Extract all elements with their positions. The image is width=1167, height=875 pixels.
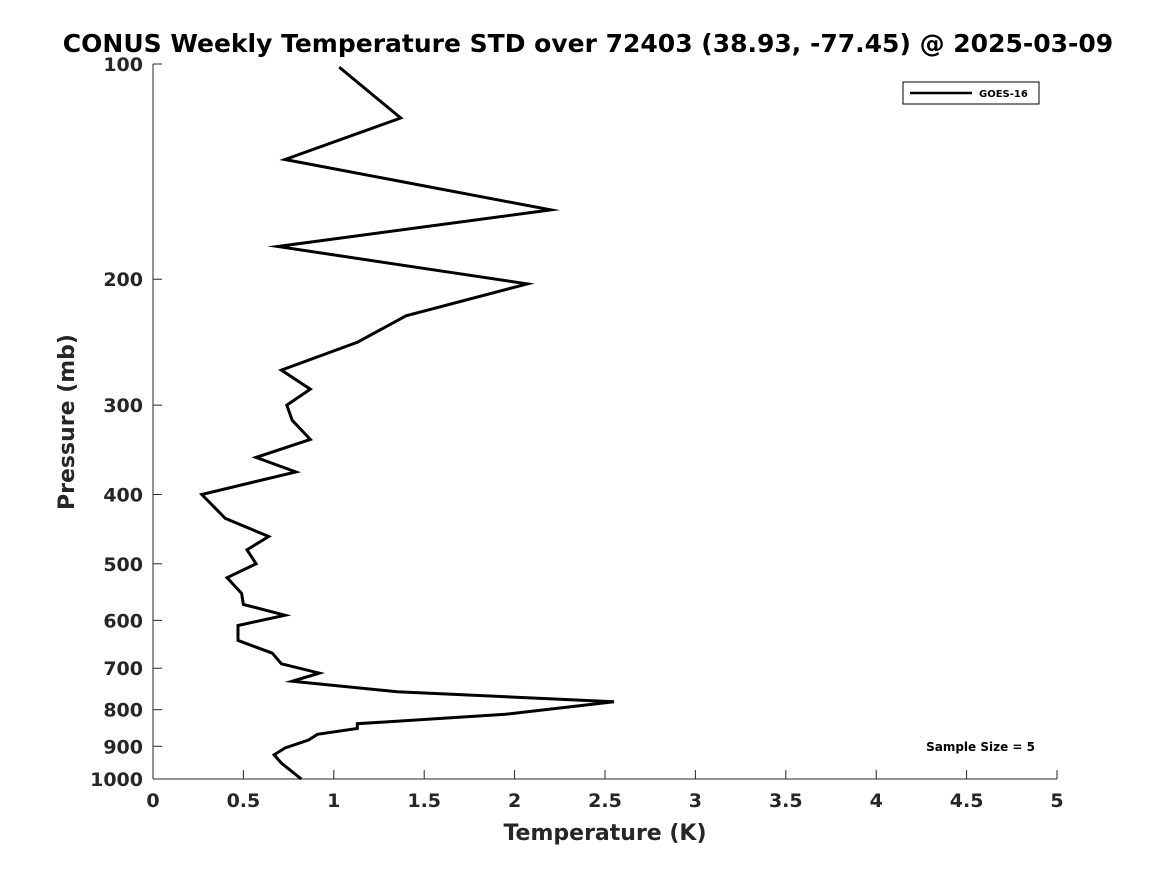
x-tick-label: 2.5 <box>588 790 622 812</box>
x-tick-label: 4.5 <box>950 790 984 812</box>
x-tick-label: 0.5 <box>227 790 261 812</box>
y-tick-label: 400 <box>103 484 143 506</box>
sample-size-annotation: Sample Size = 5 <box>926 740 1035 754</box>
x-tick-label: 3.5 <box>769 790 803 812</box>
y-tick-label: 200 <box>103 269 143 291</box>
y-tick-label: 600 <box>103 610 143 632</box>
y-tick-label: 500 <box>103 554 143 576</box>
y-tick-label: 300 <box>103 395 143 417</box>
y-axis-label: Pressure (mb) <box>55 334 80 510</box>
y-tick-label: 700 <box>103 658 143 680</box>
y-tick-label: 100 <box>103 54 143 76</box>
x-tick-label: 3 <box>689 790 702 812</box>
x-tick-label: 1 <box>327 790 340 812</box>
y-tick-label: 900 <box>103 736 143 758</box>
x-tick-label: 2 <box>508 790 521 812</box>
x-tick-label: 1.5 <box>407 790 441 812</box>
y-axis-ticks: 100 200 300 400 500 600 700 800 900 1000 <box>90 54 162 791</box>
x-tick-label: 5 <box>1050 790 1063 812</box>
series-line-1 <box>198 65 615 781</box>
x-axis-ticks: 0 0.5 1 1.5 2 2.5 3 3.5 4 4.5 5 <box>146 770 1064 812</box>
y-tick-label: 1000 <box>90 769 143 791</box>
legend: GOES-16 <box>902 81 1040 105</box>
chart-title: CONUS Weekly Temperature STD over 72403 … <box>63 29 1113 58</box>
series-lines <box>198 65 615 781</box>
x-tick-label: 0 <box>146 790 159 812</box>
y-tick-label: 800 <box>103 700 143 722</box>
x-axis-label: Temperature (K) <box>503 821 706 846</box>
legend-label: GOES-16 <box>979 89 1028 100</box>
x-tick-label: 4 <box>870 790 883 812</box>
